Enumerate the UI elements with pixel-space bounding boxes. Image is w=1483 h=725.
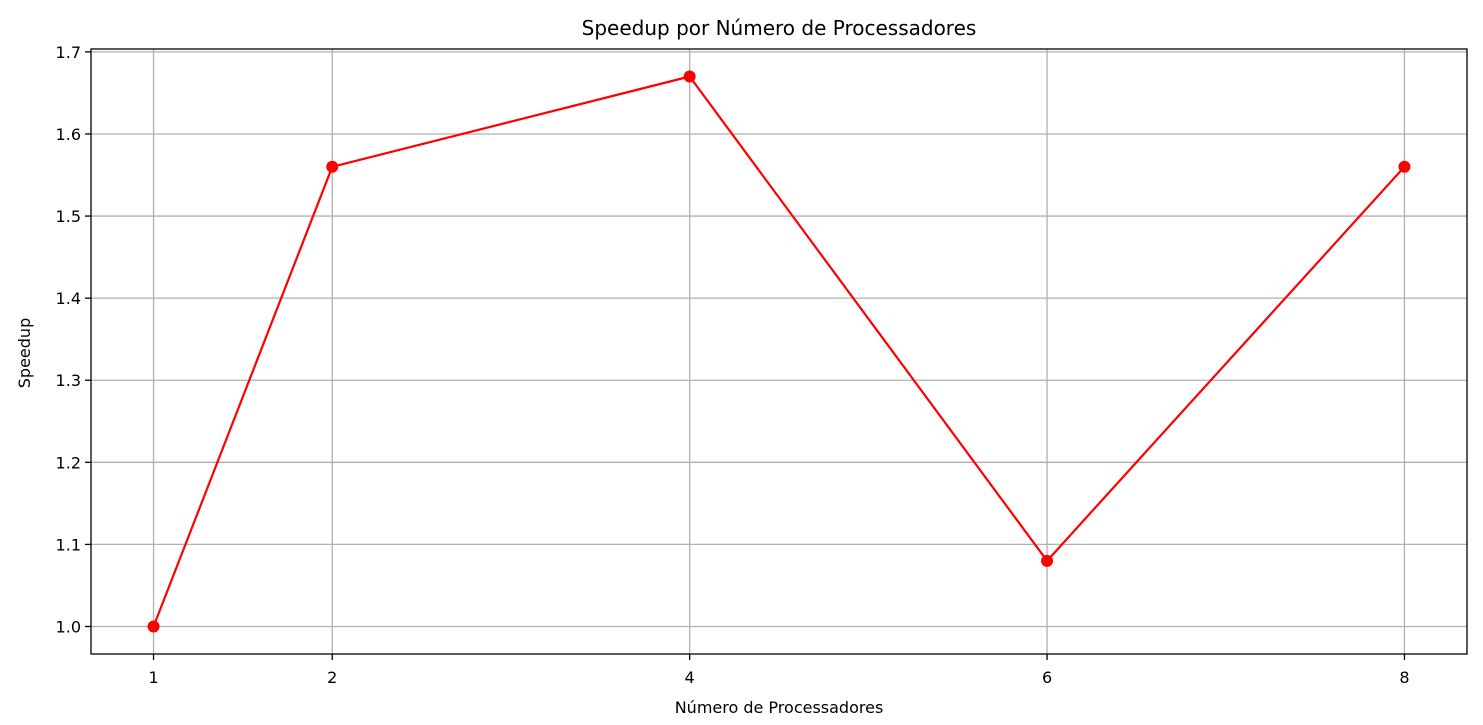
x-tick-label: 4 xyxy=(685,668,695,687)
y-tick-label: 1.3 xyxy=(56,371,81,390)
x-tick-label: 8 xyxy=(1399,668,1409,687)
data-point xyxy=(1041,554,1054,567)
grid-lines xyxy=(91,49,1467,654)
x-tick-label: 6 xyxy=(1042,668,1052,687)
y-tick-label: 1.5 xyxy=(56,207,81,226)
plot-frame xyxy=(90,48,1468,655)
chart-title: Speedup por Número de Processadores xyxy=(582,16,977,40)
data-series xyxy=(147,70,1411,633)
x-axis-title: Número de Processadores xyxy=(675,698,884,717)
y-tick-label: 1.1 xyxy=(56,535,81,554)
axis-ticks: 1 2 4 6 8 1.0 1.1 1.2 1.3 1.4 1.5 1.6 1.7 xyxy=(56,43,1410,687)
y-tick-label: 1.7 xyxy=(56,43,81,62)
y-axis-title: Speedup xyxy=(15,318,34,388)
y-tick-label: 1.0 xyxy=(56,618,81,637)
data-point xyxy=(147,620,160,633)
y-tick-label: 1.6 xyxy=(56,125,81,144)
data-point xyxy=(683,70,696,83)
data-point xyxy=(1398,160,1411,173)
y-tick-label: 1.4 xyxy=(56,289,81,308)
x-tick-label: 1 xyxy=(148,668,158,687)
y-tick-label: 1.2 xyxy=(56,453,81,472)
data-point xyxy=(326,160,339,173)
x-tick-label: 2 xyxy=(327,668,337,687)
